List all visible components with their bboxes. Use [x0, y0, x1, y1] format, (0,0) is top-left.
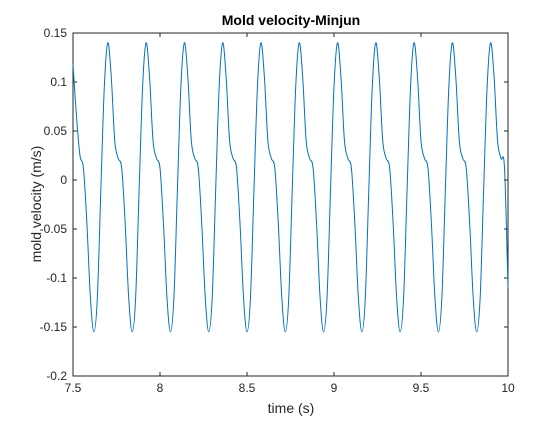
- y-tick-label-3: -0.05: [40, 222, 68, 236]
- plot-area: 7.5 8 8.5 9 9.5 10 -0.2 -0.15 -0.1 -0.05 0 0.05 0.1…: [40, 26, 515, 395]
- y-tick-label-2: -0.1: [46, 271, 67, 285]
- y-axis-label: mold velocity (m/s): [28, 146, 44, 263]
- x-ticks: 7.5 8 8.5 9 9.5 10: [65, 33, 515, 395]
- x-tick-label-0: 7.5: [65, 381, 82, 395]
- y-tick-label-0: -0.2: [46, 369, 67, 383]
- y-tick-label-1: -0.15: [40, 320, 68, 334]
- x-axis-label: time (s): [268, 400, 315, 416]
- x-tick-label-5: 10: [501, 381, 515, 395]
- y-ticks: -0.2 -0.15 -0.1 -0.05 0 0.05 0.1 0.15: [40, 26, 508, 383]
- series-line: [72, 42, 509, 333]
- chart-title: Mold velocity-Minjun: [222, 12, 360, 28]
- x-tick-label-3: 9: [331, 381, 338, 395]
- y-tick-label-4: 0: [60, 173, 67, 187]
- x-tick-label-2: 8.5: [239, 381, 256, 395]
- x-tick-label-1: 8: [157, 381, 164, 395]
- y-tick-label-7: 0.15: [44, 26, 68, 40]
- y-tick-label-5: 0.05: [44, 124, 68, 138]
- x-tick-label-4: 9.5: [413, 381, 430, 395]
- y-tick-label-6: 0.1: [50, 75, 67, 89]
- axes-box: [72, 32, 509, 377]
